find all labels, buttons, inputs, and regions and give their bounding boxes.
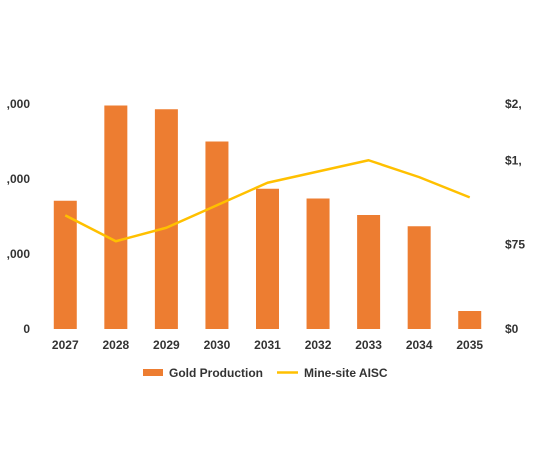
- x-axis-ticks: 2027 2028 2029 2030 2031 2032 2033 2034 2035: [52, 338, 483, 352]
- right-tick-3: $2,: [505, 97, 522, 111]
- x-tick-2035: 2035: [456, 338, 483, 352]
- left-axis-ticks: 0 ,000 ,000 ,000: [7, 97, 31, 336]
- x-tick-2033: 2033: [355, 338, 382, 352]
- bar-2035: [458, 311, 482, 329]
- x-tick-2029: 2029: [153, 338, 180, 352]
- bar-2031: [256, 188, 279, 329]
- bar-2034: [407, 226, 431, 329]
- left-tick-1: ,000: [7, 247, 31, 261]
- bar-2028: [104, 105, 128, 329]
- line-group: [64, 159, 471, 243]
- x-tick-2027: 2027: [52, 338, 79, 352]
- bar-2029: [154, 109, 178, 329]
- left-tick-2: ,000: [7, 172, 31, 186]
- bar-2027: [53, 200, 77, 329]
- right-tick-0: $0: [505, 322, 519, 336]
- legend-label-mine-site-aisc: Mine-site AISC: [304, 366, 388, 380]
- bars-group: [53, 105, 482, 329]
- bar-2032: [306, 198, 330, 329]
- x-tick-2032: 2032: [305, 338, 332, 352]
- left-tick-0: 0: [23, 322, 30, 336]
- x-tick-2030: 2030: [204, 338, 231, 352]
- legend-swatch-gold-production: [143, 369, 163, 376]
- bar-2030: [205, 141, 229, 329]
- right-tick-1: $75: [505, 238, 525, 252]
- legend-label-gold-production: Gold Production: [169, 366, 263, 380]
- left-tick-3: ,000: [7, 97, 31, 111]
- right-axis-ticks: $0 $75 $1, $2,: [505, 97, 525, 336]
- right-tick-2: $1,: [505, 153, 522, 167]
- x-tick-2031: 2031: [254, 338, 281, 352]
- x-tick-2028: 2028: [102, 338, 129, 352]
- x-tick-2034: 2034: [406, 338, 433, 352]
- legend: Gold Production Mine-site AISC: [143, 366, 388, 380]
- bar-2033: [357, 215, 381, 329]
